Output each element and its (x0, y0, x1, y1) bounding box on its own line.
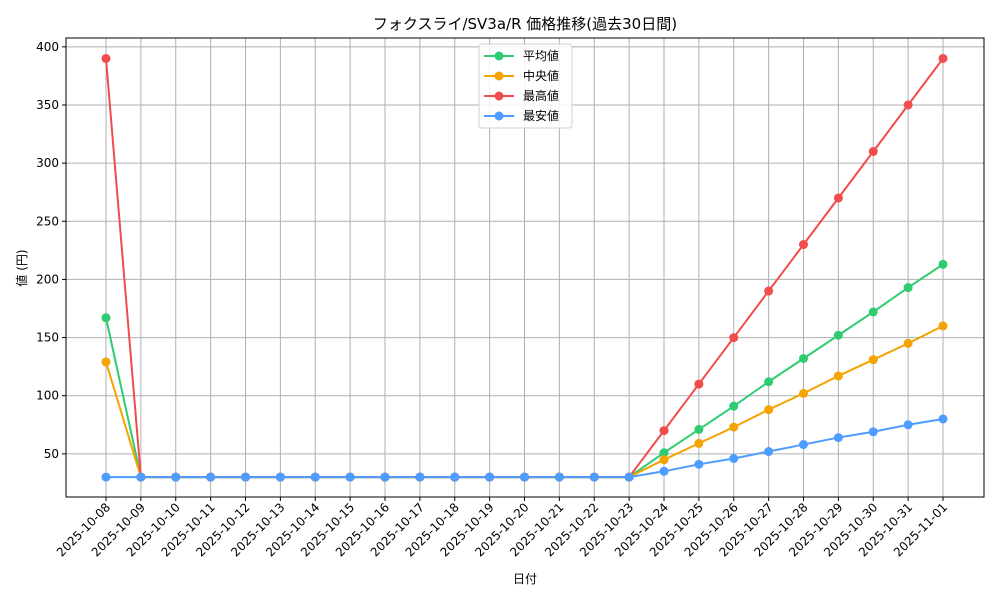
data-point (694, 379, 704, 389)
data-point (799, 353, 808, 363)
y-tick-label: 350 (36, 98, 59, 112)
legend-box (478, 43, 573, 129)
data-point (275, 472, 285, 482)
data-point (415, 472, 425, 482)
y-tick-label: 50 (44, 447, 59, 461)
data-point (868, 147, 878, 157)
data-point (764, 447, 774, 457)
data-point (729, 333, 739, 343)
data-point (554, 472, 564, 482)
data-point (833, 371, 843, 381)
data-point (101, 313, 111, 323)
data-point (903, 420, 913, 430)
data-point (938, 414, 948, 424)
data-point (624, 472, 634, 482)
legend-label: 最安値 (523, 108, 559, 123)
legend-item: 最高値 (484, 88, 559, 103)
data-point (938, 53, 948, 63)
data-point (799, 240, 808, 250)
data-point (450, 472, 460, 482)
data-point (833, 193, 843, 203)
data-point (659, 448, 669, 458)
legend-marker-icon (494, 111, 504, 121)
x-axis-ticks: 2025-10-082025-10-092025-10-102025-10-11… (54, 497, 950, 559)
data-point (764, 286, 774, 296)
data-point (799, 388, 808, 398)
data-point (345, 472, 355, 482)
data-point (903, 100, 913, 110)
legend-item: 中央値 (484, 68, 559, 83)
data-point (868, 427, 878, 437)
legend-label: 平均値 (523, 48, 559, 63)
y-tick-label: 400 (36, 40, 59, 54)
data-point (903, 338, 913, 348)
data-point (101, 53, 111, 63)
data-point (903, 283, 913, 293)
legend-item: 平均値 (484, 48, 559, 63)
legend-marker-icon (494, 91, 504, 101)
data-point (101, 472, 111, 482)
data-point (868, 307, 878, 317)
legend-marker-icon (494, 51, 504, 61)
data-point (694, 424, 704, 434)
legend-label: 最高値 (523, 88, 559, 103)
legend-label: 中央値 (523, 68, 559, 83)
series-line (101, 414, 948, 482)
y-tick-label: 250 (36, 214, 59, 228)
chart-title: フォクスライ/SV3a/R 価格推移(過去30日間) (373, 15, 677, 33)
legend-marker-icon (494, 71, 504, 81)
data-point (729, 422, 739, 432)
data-point (764, 405, 774, 415)
y-axis-label: 値 (円) (14, 249, 29, 286)
data-point (729, 454, 739, 464)
grid-lines (66, 38, 984, 497)
y-tick-label: 100 (36, 389, 59, 403)
data-point (659, 466, 669, 476)
plot-area-frame (65, 37, 985, 498)
data-point (938, 321, 948, 331)
y-tick-label: 150 (36, 331, 59, 345)
data-point (938, 259, 948, 269)
data-point (729, 401, 739, 411)
y-tick-label: 200 (36, 272, 59, 286)
data-point (380, 472, 390, 482)
x-axis-label: 日付 (513, 572, 537, 586)
data-point (833, 330, 843, 340)
data-point (799, 440, 808, 450)
data-point (589, 472, 599, 482)
data-point (659, 426, 669, 436)
data-point (206, 472, 216, 482)
y-tick-label: 300 (36, 156, 59, 170)
legend-item: 最安値 (484, 108, 559, 123)
data-point (694, 438, 704, 448)
data-series (101, 53, 948, 482)
data-point (694, 459, 704, 469)
data-point (520, 472, 529, 482)
data-point (136, 472, 146, 482)
data-point (241, 472, 250, 482)
data-point (485, 472, 495, 482)
data-point (764, 377, 774, 387)
data-point (101, 357, 111, 367)
data-point (833, 433, 843, 443)
data-point (171, 472, 181, 482)
y-axis-ticks: 50 100 150 200 250 300 350 400 (36, 40, 66, 461)
data-point (659, 455, 669, 465)
data-point (868, 355, 878, 365)
data-point (310, 472, 320, 482)
